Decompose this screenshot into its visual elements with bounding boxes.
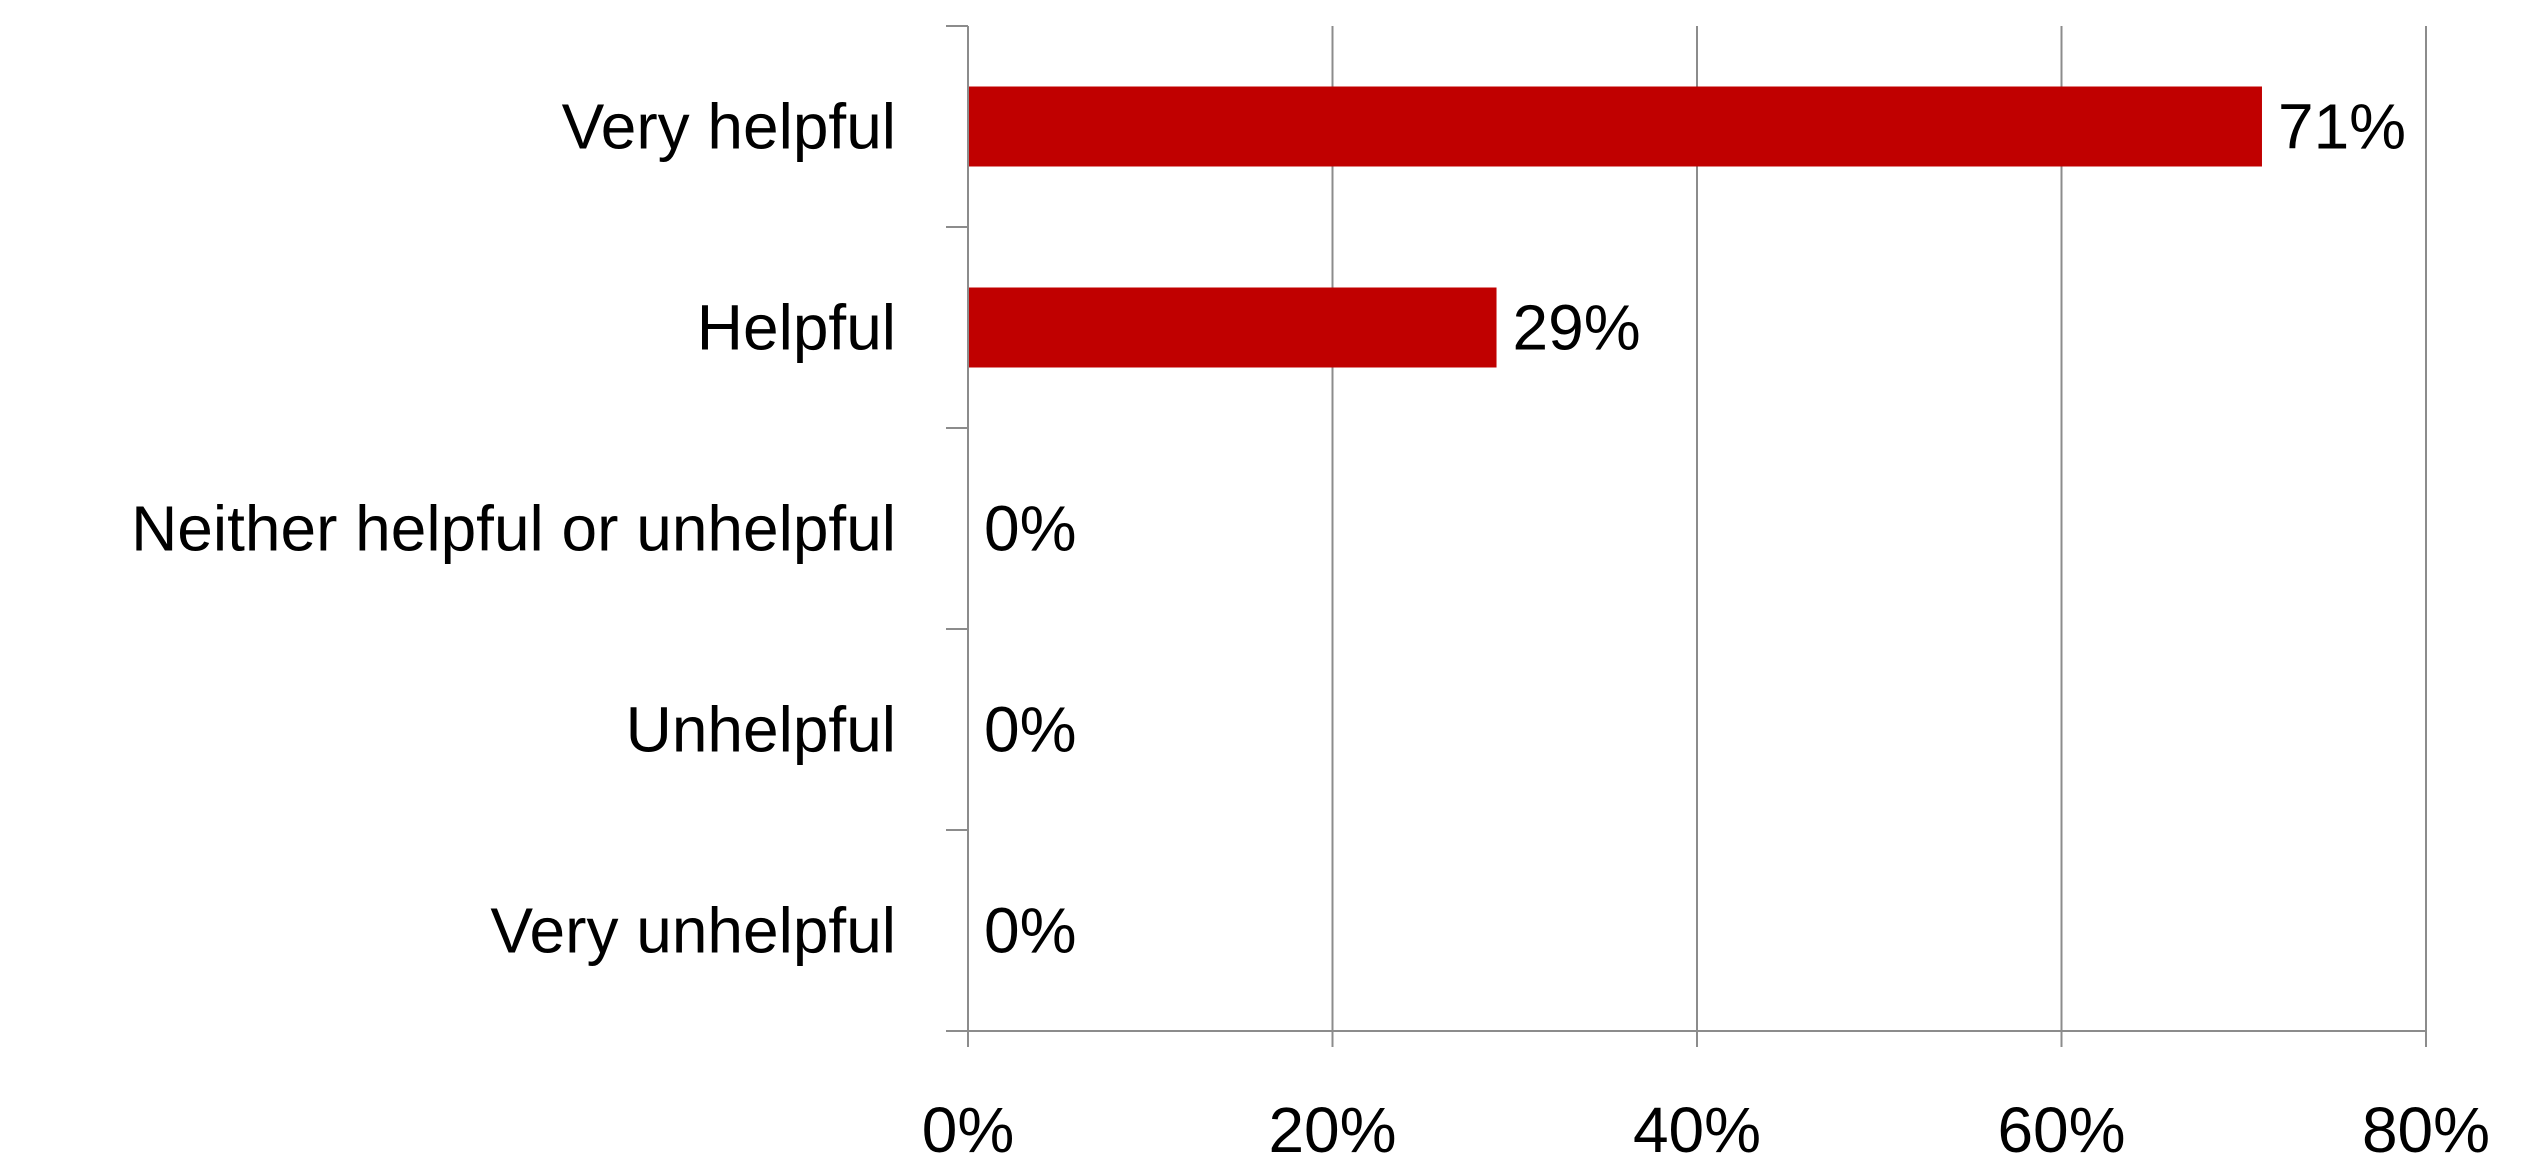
bar [968, 86, 2262, 167]
x-tick-label: 60% [1997, 1094, 2125, 1156]
data-label: 0% [984, 493, 1077, 565]
data-label: 71% [2278, 91, 2406, 163]
category-label: Neither helpful or unhelpful [131, 493, 896, 565]
category-label: Helpful [697, 292, 896, 364]
x-tick-label: 0% [922, 1094, 1015, 1156]
data-label: 0% [984, 694, 1077, 766]
x-tick-label: 20% [1268, 1094, 1396, 1156]
x-tick-label: 40% [1633, 1094, 1761, 1156]
grid-lines [1331, 26, 2427, 1047]
labels: 0% 20% 40% 60% 80% 71% Very helpful 29% Helpful 0… [131, 91, 2490, 1156]
category-label: Very helpful [562, 91, 896, 163]
category-label: Very unhelpful [490, 895, 896, 967]
axes [946, 25, 2426, 1047]
bar-series [968, 86, 2262, 368]
bar [968, 287, 1497, 368]
category-label: Unhelpful [626, 694, 896, 766]
data-label: 29% [1513, 292, 1641, 364]
data-label: 0% [984, 895, 1077, 967]
x-tick-label: 80% [2362, 1094, 2490, 1156]
